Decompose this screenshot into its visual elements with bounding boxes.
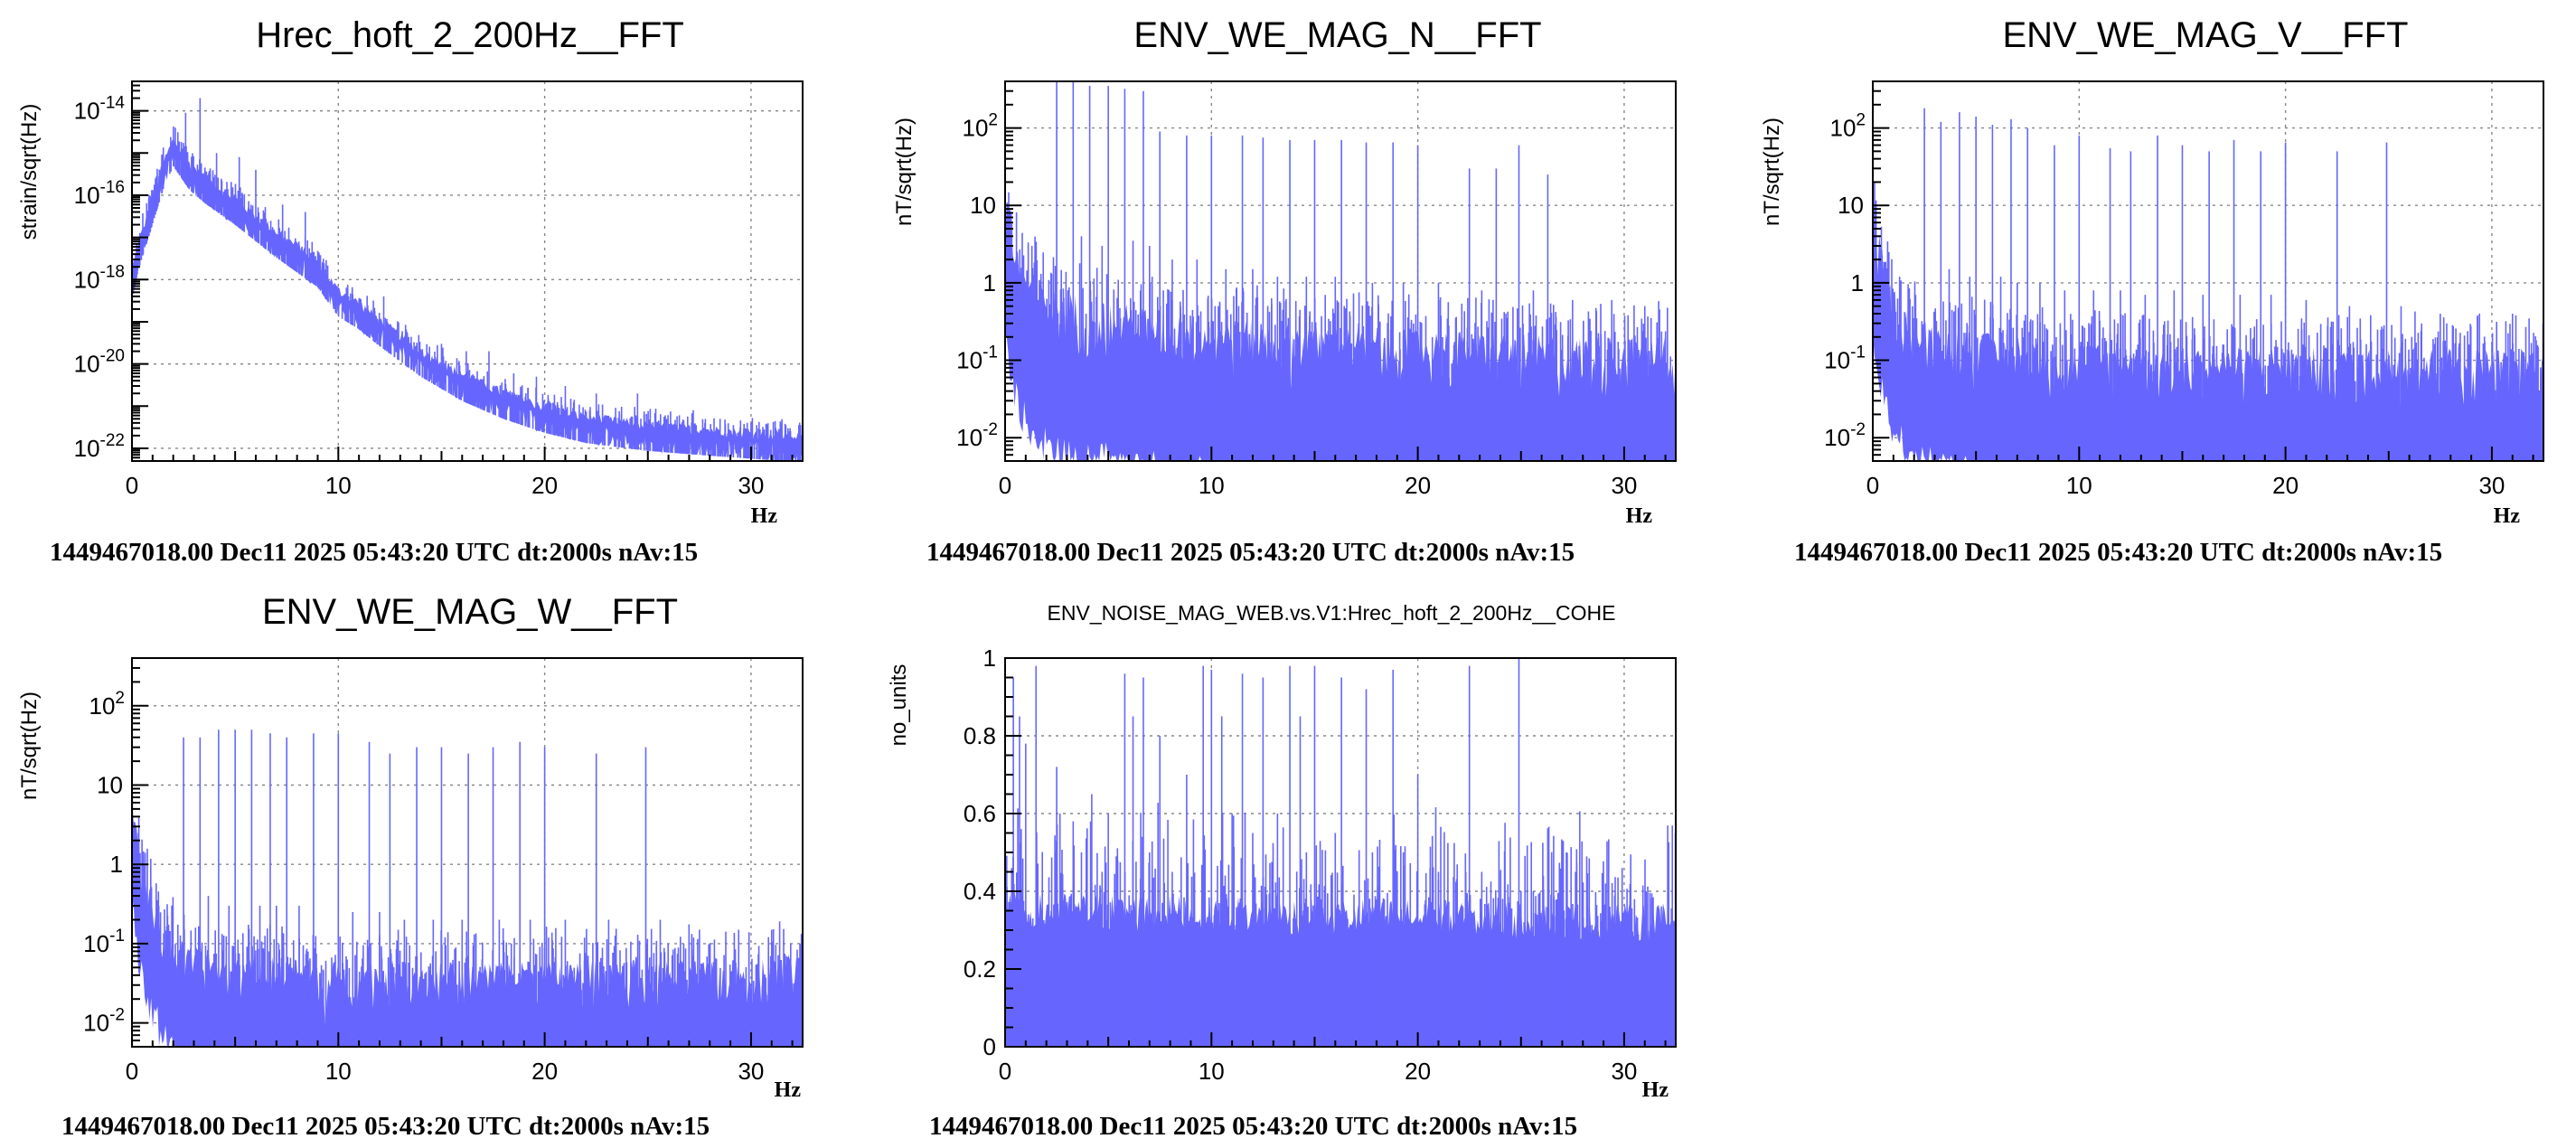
y-tick-label: 1 (110, 851, 123, 878)
y-axis: 102 10 1 10-1 10-2 (956, 80, 1021, 462)
x-axis-label: Hz (1642, 1078, 1669, 1102)
y-tick-label: 10-18 (74, 262, 125, 293)
y-axis-label: nT/sqrt(Hz) (892, 118, 917, 226)
y-tick-label: 0.2 (964, 955, 996, 983)
x-axis: 0 10 20 30 (126, 447, 794, 499)
y-tick-label: 10-14 (74, 94, 126, 125)
plot-footer: 1449467018.00 Dec11 2025 05:43:20 UTC dt… (50, 538, 698, 567)
x-tick-label: 20 (1405, 1058, 1431, 1085)
x-tick-label: 20 (2272, 472, 2299, 499)
chart-title: ENV_WE_MAG_N__FFT (1133, 15, 1541, 55)
plot-footer: 1449467018.00 Dec11 2025 05:43:20 UTC dt… (61, 1112, 710, 1141)
y-axis: 0 0.2 0.4 0.6 0.8 1 (964, 645, 1021, 1060)
y-tick-label: 0.8 (964, 722, 996, 749)
chart-title: ENV_NOISE_MAG_WEB.vs.V1:Hrec_hoft_2_200H… (1048, 601, 1616, 625)
chart-title: ENV_WE_MAG_W__FFT (262, 592, 678, 632)
x-axis: 0 10 20 30 (126, 1032, 794, 1085)
series-spectrum (1004, 658, 1677, 1047)
x-axis-label: Hz (1626, 504, 1653, 528)
y-tick-label: 0.4 (964, 878, 996, 905)
y-tick-label: 10-16 (74, 178, 125, 209)
panel-hrec-fft: Hrec_hoft_2_200Hz__FFT strain/sqrt(Hz) H… (17, 15, 804, 567)
chart-title: ENV_WE_MAG_V__FFT (2002, 15, 2408, 55)
spectrum-noise (131, 792, 804, 1047)
x-axis-label: Hz (775, 1078, 802, 1102)
x-tick-label: 0 (1866, 472, 1879, 499)
x-tick-label: 20 (531, 472, 558, 499)
y-tick-label: 10-1 (1824, 343, 1866, 374)
panel-coherence: ENV_NOISE_MAG_WEB.vs.V1:Hrec_hoft_2_200H… (887, 601, 1677, 1141)
y-tick-label: 10-2 (956, 420, 998, 451)
x-tick-label: 0 (126, 472, 138, 499)
x-tick-label: 10 (325, 472, 352, 499)
y-axis-label: nT/sqrt(Hz) (17, 692, 42, 800)
plot-frame (131, 80, 804, 462)
y-tick-label: 1 (983, 645, 996, 672)
x-tick-label: 30 (738, 1058, 764, 1085)
chart-title: Hrec_hoft_2_200Hz__FFT (256, 15, 684, 55)
x-axis-label: Hz (751, 504, 778, 528)
y-tick-label: 10-22 (74, 431, 125, 462)
panel-mag-v-fft: ENV_WE_MAG_V__FFT nT/sqrt(Hz) Hz 1449467… (1760, 15, 2544, 567)
y-tick-label: 10-1 (956, 343, 998, 374)
x-tick-label: 10 (1199, 1058, 1225, 1085)
x-tick-label: 30 (2478, 472, 2505, 499)
spectrum-band (132, 137, 803, 461)
spectrum-noise (131, 126, 804, 461)
panel-mag-n-fft: ENV_WE_MAG_N__FFT nT/sqrt(Hz) Hz 1449467… (892, 15, 1677, 567)
y-tick-label: 102 (89, 689, 126, 720)
plot-footer: 1449467018.00 Dec11 2025 05:43:20 UTC dt… (929, 1112, 1577, 1141)
y-tick-label: 0.6 (964, 800, 996, 827)
panel-mag-w-fft: ENV_WE_MAG_W__FFT nT/sqrt(Hz) Hz 1449467… (17, 592, 804, 1141)
y-tick-label: 10 (97, 772, 123, 799)
y-axis: 102 10 1 10-1 10-2 (1824, 80, 1889, 462)
y-axis-label: no_units (887, 664, 911, 747)
y-tick-label: 10-20 (74, 347, 125, 378)
series-spectrum (1005, 81, 1676, 461)
plot-frame (131, 657, 804, 1048)
grid (132, 81, 803, 461)
y-axis-label: nT/sqrt(Hz) (1760, 118, 1784, 226)
y-tick-label: 1 (1851, 269, 1864, 296)
plot-footer: 1449467018.00 Dec11 2025 05:43:20 UTC dt… (1794, 538, 2442, 567)
x-tick-label: 0 (999, 1058, 1011, 1085)
x-axis: 0 10 20 30 (999, 447, 1667, 499)
x-tick-label: 30 (738, 472, 764, 499)
x-axis-label: Hz (2494, 504, 2521, 528)
y-tick-label: 1 (983, 269, 996, 296)
y-tick-label: 10-2 (1824, 420, 1866, 451)
y-tick-label: 102 (1830, 111, 1866, 142)
plot-frame (1872, 80, 2544, 462)
x-tick-label: 20 (531, 1058, 558, 1085)
y-tick-label: 10 (970, 192, 996, 219)
x-tick-label: 10 (1199, 472, 1225, 499)
y-axis-label: strain/sqrt(Hz) (17, 104, 42, 240)
y-tick-label: 10-1 (83, 927, 125, 957)
x-tick-label: 0 (999, 472, 1011, 499)
x-tick-label: 30 (1611, 1058, 1637, 1085)
series-spectrum (131, 729, 804, 1047)
x-axis: 0 10 20 30 (999, 1032, 1667, 1085)
x-tick-label: 30 (1611, 472, 1637, 499)
y-axis: 102 10 1 10-1 10-2 (83, 657, 148, 1048)
y-tick-label: 0 (983, 1033, 996, 1060)
y-tick-label: 10-2 (83, 1006, 125, 1037)
x-tick-label: 10 (325, 1058, 352, 1085)
x-tick-label: 20 (1405, 472, 1431, 499)
y-tick-label: 102 (963, 111, 999, 142)
y-tick-label: 10 (1838, 192, 1864, 219)
x-tick-label: 0 (126, 1058, 138, 1085)
plot-footer: 1449467018.00 Dec11 2025 05:43:20 UTC dt… (926, 538, 1575, 567)
plot-frame (1004, 80, 1677, 462)
series-spectrum (1872, 108, 2544, 461)
series-spectrum (131, 98, 804, 461)
x-tick-label: 10 (2066, 472, 2092, 499)
y-axis: 10-14 10-16 10-18 10-20 10-22 (74, 80, 148, 462)
